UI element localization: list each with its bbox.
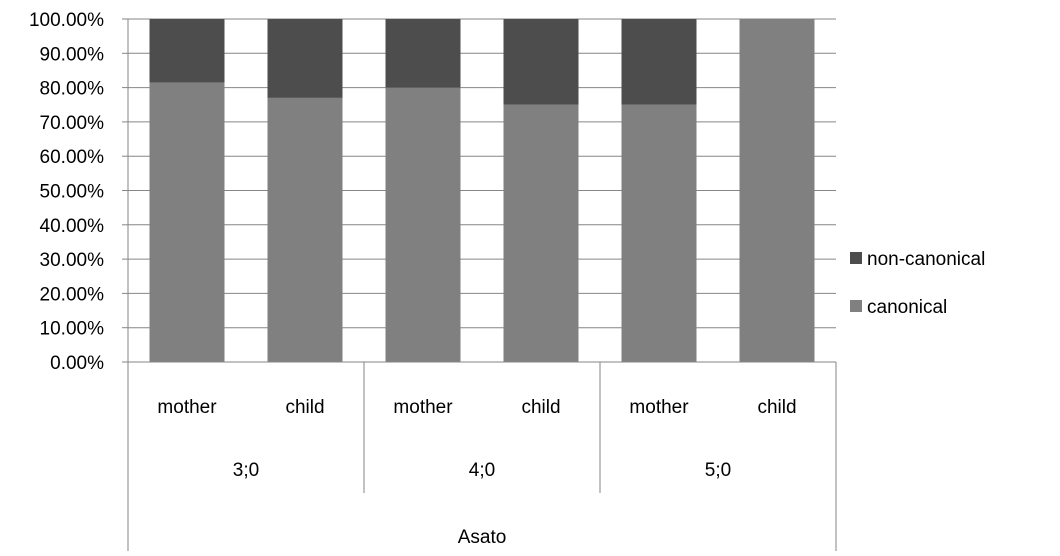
x-group-label: 4;0 <box>469 460 495 481</box>
x-outer-label: Asato <box>458 527 507 548</box>
x-category-label: child <box>285 397 324 418</box>
y-tick-label: 40.00% <box>40 216 105 237</box>
y-tick-label: 50.00% <box>40 182 105 203</box>
x-category-label: child <box>521 397 560 418</box>
legend: non-canonical canonical <box>850 249 985 318</box>
bar-segment <box>149 82 225 362</box>
x-category-label: mother <box>393 397 453 418</box>
legend-swatch <box>850 300 862 312</box>
bars <box>149 19 815 362</box>
y-tick-label: 0.00% <box>50 353 104 374</box>
x-category-label: mother <box>629 397 689 418</box>
y-tick-label: 30.00% <box>40 250 105 271</box>
y-axis-tick-labels: 0.00% 10.00% 20.00% 30.00% 40.00% 50.00% 60.00… <box>29 10 104 374</box>
x-axis-category-labels: mother child mother child mother child 3;0 4;0 5… <box>157 397 796 548</box>
y-tick-label: 90.00% <box>40 44 105 65</box>
y-tick-label: 100.00% <box>29 10 104 31</box>
x-category-label: mother <box>157 397 217 418</box>
y-tick-label: 80.00% <box>40 79 105 100</box>
x-group-label: 5;0 <box>705 460 731 481</box>
bar-segment <box>267 19 343 98</box>
gridlines <box>128 18 836 329</box>
y-tick-label: 20.00% <box>40 284 105 305</box>
bar-segment <box>621 19 697 105</box>
y-tick-label: 10.00% <box>40 319 105 340</box>
y-tick-label: 70.00% <box>40 113 105 134</box>
legend-swatch <box>850 252 862 264</box>
bar-segment <box>267 97 343 362</box>
legend-label: non-canonical <box>867 249 985 270</box>
bar-segment <box>503 104 579 362</box>
bar-segment <box>385 19 461 88</box>
legend-label: canonical <box>867 297 947 318</box>
bar-segment <box>385 87 461 362</box>
y-tick-label: 60.00% <box>40 147 105 168</box>
bar-segment <box>739 19 815 362</box>
bar-segment <box>621 104 697 362</box>
axes <box>122 18 837 551</box>
x-group-label: 3;0 <box>233 460 259 481</box>
bar-segment <box>149 19 225 83</box>
bar-segment <box>503 19 579 105</box>
x-category-label: child <box>757 397 796 418</box>
